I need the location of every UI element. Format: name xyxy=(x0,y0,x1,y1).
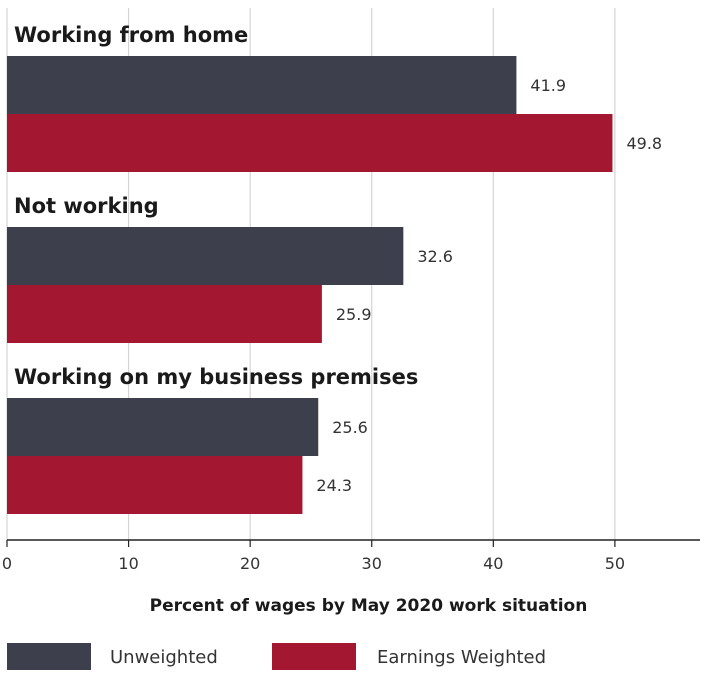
x-tick-label: 50 xyxy=(605,554,625,573)
value-label: 41.9 xyxy=(530,76,566,95)
bar-earnings-weighted xyxy=(7,285,322,343)
legend-label: Earnings Weighted xyxy=(377,647,546,668)
value-label: 32.6 xyxy=(417,247,453,266)
bar-earnings-weighted xyxy=(7,114,613,172)
value-label: 25.6 xyxy=(332,418,368,437)
legend-swatch-earnings-weighted xyxy=(272,643,356,670)
x-tick-label: 0 xyxy=(2,554,12,573)
x-tick-label: 20 xyxy=(240,554,260,573)
bar-earnings-weighted xyxy=(7,456,303,514)
legend-label: Unweighted xyxy=(110,647,218,668)
bar-unweighted xyxy=(7,398,319,456)
legend: Unweighted Earnings Weighted xyxy=(7,643,546,670)
x-tick-label: 40 xyxy=(483,554,503,573)
category-label: Working on my business premises xyxy=(14,365,418,389)
labels: Working from home 41.9 49.8 Not working 32.6… xyxy=(14,23,662,495)
bar-unweighted xyxy=(7,227,404,285)
x-axis-title: Percent of wages by May 2020 work situat… xyxy=(150,596,588,616)
value-label: 49.8 xyxy=(626,134,662,153)
x-tick-label: 10 xyxy=(118,554,138,573)
value-label: 24.3 xyxy=(316,476,352,495)
category-label: Not working xyxy=(14,194,159,218)
x-axis-ticks: 0 10 20 30 40 50 xyxy=(2,540,625,573)
legend-swatch-unweighted xyxy=(7,643,91,670)
bar-unweighted xyxy=(7,56,517,114)
bars xyxy=(7,56,613,514)
value-label: 25.9 xyxy=(336,305,372,324)
category-label: Working from home xyxy=(14,23,248,47)
x-tick-label: 30 xyxy=(362,554,382,573)
